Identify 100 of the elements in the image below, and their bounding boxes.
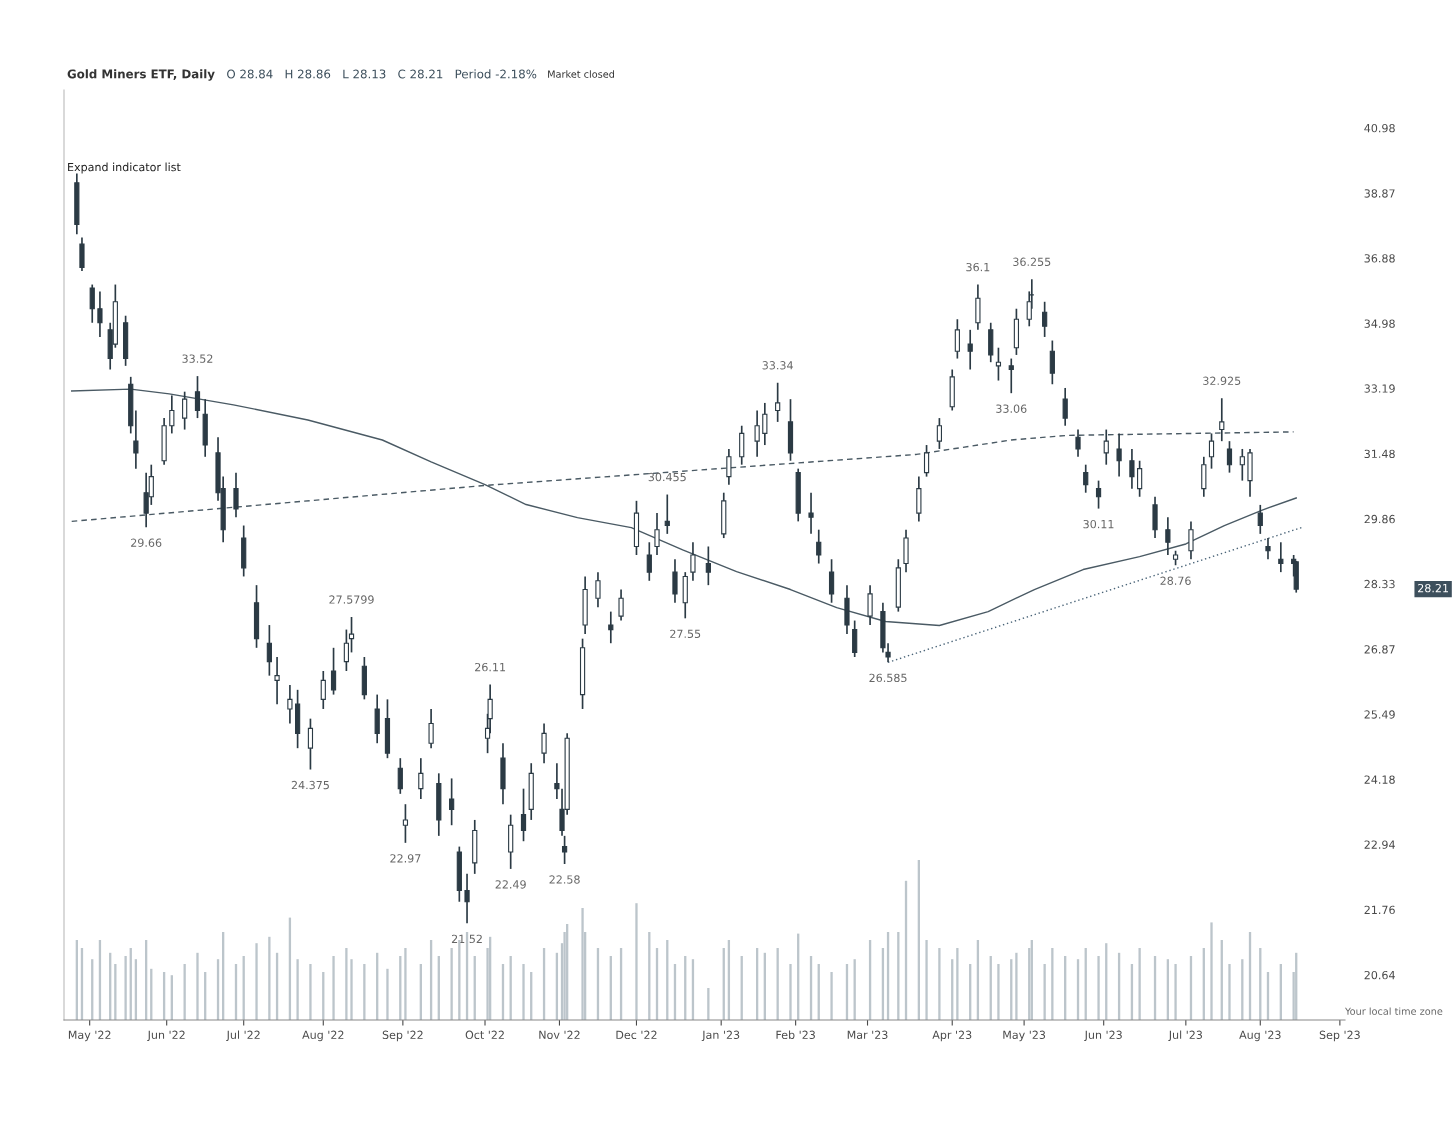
candlestick — [1201, 455, 1207, 498]
candlestick — [233, 471, 239, 519]
annotation: 33.34 — [762, 361, 793, 370]
bar — [345, 948, 348, 1020]
x-tick-label: May '22 — [68, 1030, 111, 1042]
candlestick — [449, 777, 455, 827]
text: Market closed — [548, 70, 615, 78]
candlestick — [274, 656, 280, 705]
bar — [404, 948, 407, 1020]
candlestick — [1265, 537, 1271, 561]
candlestick — [705, 545, 711, 586]
y-tick-label: 40.98 — [1364, 123, 1395, 133]
y-tick-label: 25.49 — [1364, 710, 1395, 719]
y-tick-label: 22.94 — [1364, 840, 1395, 849]
candlestick — [1165, 516, 1171, 556]
candlestick — [967, 329, 973, 371]
candlestick — [754, 409, 760, 458]
candlestick — [89, 283, 95, 324]
bar — [386, 968, 389, 1020]
bar — [196, 952, 199, 1020]
candlestick — [936, 417, 943, 450]
bar — [350, 959, 353, 1020]
candlestick — [852, 619, 858, 658]
x-tick-label: Aug '23 — [1239, 1030, 1281, 1042]
annotation: 33.06 — [996, 404, 1027, 413]
candlestick — [1083, 463, 1089, 494]
bar — [124, 956, 127, 1020]
bar — [450, 948, 453, 1020]
candlestick — [266, 624, 272, 677]
x-tick-label: Sep '23 — [1319, 1030, 1360, 1042]
candlestick — [595, 571, 601, 609]
x-tick-label: May '23 — [1003, 1030, 1046, 1042]
candlestick — [1226, 440, 1233, 474]
bar — [1210, 922, 1213, 1020]
bar — [1043, 964, 1046, 1020]
candlestick — [739, 424, 745, 466]
y-tick-label: 24.18 — [1364, 775, 1395, 784]
annotation: 33.52 — [182, 354, 213, 363]
candlestick — [402, 803, 409, 844]
candlestick — [1095, 479, 1102, 510]
candlestick — [97, 290, 103, 338]
annotation: Expand indicator list — [68, 162, 181, 174]
candlestick — [608, 610, 614, 645]
bar — [925, 940, 928, 1020]
candlestick — [726, 448, 732, 486]
y-tick-label: 21.76 — [1364, 905, 1395, 915]
candlestick — [690, 541, 696, 582]
annotation: 29.66 — [131, 538, 162, 547]
candlestick — [1208, 432, 1215, 470]
y-tick-label: 33.19 — [1364, 384, 1395, 393]
bar — [1097, 956, 1100, 1020]
candlestick — [954, 318, 960, 360]
chart-subtitle: O 28.84 H 28.86 L 28.13 C 28.21 Period -2.18% — [227, 69, 537, 79]
candlestick — [287, 684, 293, 725]
bar — [332, 956, 335, 1020]
annotation: 22.58 — [549, 875, 580, 884]
candlestick — [646, 541, 652, 582]
candlestick — [923, 444, 930, 478]
candlestick — [428, 708, 434, 750]
x-tick-label: Apr '23 — [932, 1030, 972, 1042]
bar — [581, 908, 584, 1020]
candlestick — [320, 670, 326, 710]
bar — [707, 988, 710, 1020]
bar — [830, 972, 833, 1020]
candlestick — [520, 787, 527, 843]
y-tick-label: 26.87 — [1364, 645, 1395, 654]
annotation: 21.52 — [451, 934, 482, 944]
annotation: 28.76 — [1160, 576, 1191, 585]
candlestick — [343, 628, 349, 672]
y-tick-label: 34.98 — [1364, 319, 1395, 328]
candlestick — [762, 402, 768, 446]
bar — [1174, 964, 1177, 1020]
candlestick — [561, 835, 568, 865]
y-tick-label: 36.88 — [1364, 254, 1395, 263]
x-tick-label: Aug '22 — [302, 1030, 344, 1042]
candlestick — [775, 381, 781, 423]
line-series — [71, 388, 1297, 627]
x-tick-label: Dec '22 — [616, 1030, 657, 1040]
chart-title: Gold Miners ETF, Daily — [67, 69, 215, 81]
x-tick-label: Oct '22 — [465, 1030, 504, 1040]
bar — [938, 948, 941, 1020]
y-tick-label: 28.33 — [1364, 579, 1395, 589]
bar — [1015, 952, 1018, 1020]
annotation: 22.97 — [390, 854, 421, 863]
annotation: 27.55 — [670, 629, 701, 639]
candlestick — [1042, 300, 1048, 338]
candlestick — [464, 873, 470, 925]
bar — [268, 936, 271, 1020]
candlestick — [664, 493, 670, 535]
y-tick-label: 31.48 — [1364, 449, 1395, 459]
bar — [255, 943, 258, 1020]
candlestick — [1116, 432, 1122, 478]
bar — [522, 964, 525, 1020]
candlestick — [182, 390, 188, 431]
candlestick — [1075, 428, 1081, 458]
annotation: 24.375 — [291, 780, 329, 790]
candlestick — [816, 528, 822, 565]
annotation: 30.455 — [648, 472, 686, 482]
candlestick — [828, 558, 835, 604]
candlestick — [1188, 520, 1194, 561]
